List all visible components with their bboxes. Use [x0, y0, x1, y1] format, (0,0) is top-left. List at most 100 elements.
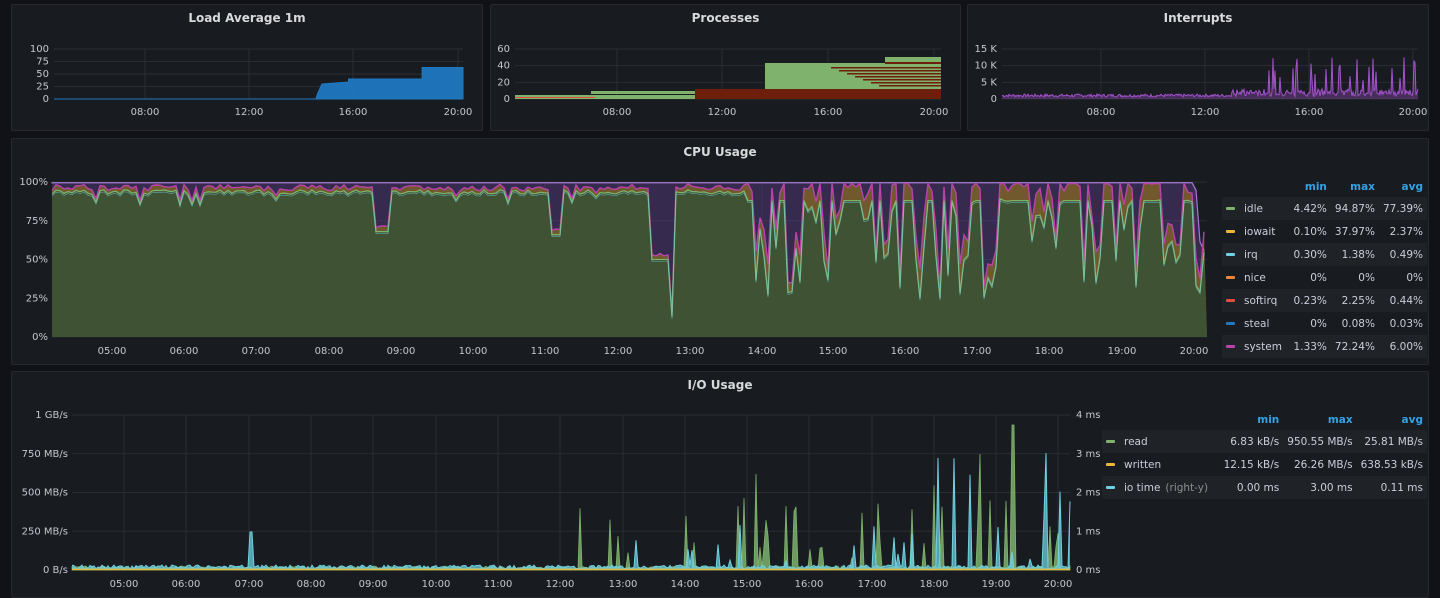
series-color-swatch[interactable] — [1106, 440, 1115, 443]
legend-avg-value: 0.44% — [1378, 289, 1427, 312]
series-color-swatch[interactable] — [1106, 463, 1115, 466]
interrupts-chart[interactable]: 15 K 10 K 5 K 0 08:00 12:00 16:00 20:00 — [968, 5, 1429, 131]
cpu-usage-chart[interactable]: 100% 75% 50% 25% 0% 05:00 06:00 07:00 08:00 09:00… — [12, 139, 1217, 365]
x-tick-label: 20:00 — [920, 107, 949, 118]
series-color-swatch[interactable] — [1226, 276, 1235, 279]
io-usage-panel: I/O Usage 1 GB/s 750 MB/s 500 MB/s 250 MB/s… — [11, 371, 1429, 598]
series-color-swatch[interactable] — [1226, 230, 1235, 233]
legend-row-read[interactable]: read 6.83 kB/s 950.55 MB/s 25.81 MB/s — [1102, 430, 1427, 453]
legend-max-value: 26.26 MB/s — [1293, 458, 1353, 471]
y-tick-label: 60 — [497, 44, 510, 55]
x-tick-label: 16:00 — [1295, 107, 1324, 118]
panel-title[interactable]: Load Average 1m — [188, 11, 306, 25]
series-name[interactable]: io time — [1124, 481, 1161, 494]
legend-header-min[interactable]: min — [1304, 181, 1327, 193]
y-tick-label: 75 — [36, 57, 49, 68]
series-name[interactable]: idle — [1244, 202, 1263, 215]
legend-row-written[interactable]: written 12.15 kB/s 26.26 MB/s 638.53 kB/s — [1102, 453, 1427, 476]
legend-row-nice[interactable]: nice 0% 0% 0% — [1222, 266, 1427, 289]
legend-row-steal[interactable]: steal 0% 0.08% 0.03% — [1222, 312, 1427, 335]
series-name[interactable]: nice — [1244, 271, 1266, 284]
legend-row-idle[interactable]: idle 4.42% 94.87% 77.39% — [1222, 197, 1427, 220]
legend-avg-value: 0% — [1406, 271, 1423, 284]
legend-min-value: 0.10% — [1293, 225, 1327, 238]
legend-max-value: 0% — [1358, 271, 1375, 284]
y-tick-label-left: 1 GB/s — [35, 410, 68, 421]
x-tick-label: 09:00 — [387, 346, 416, 357]
x-tick-label: 14:00 — [748, 346, 777, 357]
series-name[interactable]: read — [1124, 435, 1148, 448]
y-tick-label: 5 K — [981, 77, 998, 88]
x-tick-label: 18:00 — [1035, 346, 1064, 357]
legend-header-avg[interactable]: avg — [1401, 414, 1423, 426]
y-tick-label: 50% — [26, 255, 48, 266]
x-tick-label: 10:00 — [459, 346, 488, 357]
legend-min-value: 0.23% — [1289, 289, 1331, 312]
y-tick-label-right: 1 ms — [1076, 526, 1101, 537]
legend-avg-value: 0.11 ms — [1356, 476, 1427, 499]
series-name[interactable]: irq — [1244, 248, 1258, 261]
series-name[interactable]: system — [1244, 340, 1282, 353]
legend-avg-value: 2.37% — [1389, 225, 1423, 238]
legend-avg-value: 638.53 kB/s — [1360, 458, 1423, 471]
legend-max-value: 72.24% — [1330, 335, 1379, 358]
x-tick-label: 09:00 — [359, 579, 388, 590]
legend-row-system[interactable]: system 1.33% 72.24% 6.00% — [1222, 335, 1427, 358]
y-tick-label: 100 — [30, 44, 49, 55]
legend-row-softirq[interactable]: softirq 0.23% 2.25% 0.44% — [1222, 289, 1427, 312]
x-tick-label: 12:00 — [708, 107, 737, 118]
legend-header-avg[interactable]: avg — [1401, 181, 1423, 193]
series-color-swatch[interactable] — [1106, 486, 1115, 489]
y-tick-label: 0% — [32, 332, 48, 343]
series-name[interactable]: steal — [1244, 317, 1270, 330]
process-series-line — [871, 82, 941, 84]
process-series-area — [695, 89, 765, 99]
legend-min-value: 0.30% — [1289, 243, 1331, 266]
x-tick-label: 17:00 — [963, 346, 992, 357]
series-color-swatch[interactable] — [1226, 253, 1235, 256]
panel-title[interactable]: I/O Usage — [687, 378, 753, 392]
series-name[interactable]: written — [1124, 458, 1162, 471]
x-tick-label: 08:00 — [315, 346, 344, 357]
process-series-line — [863, 79, 941, 81]
series-name[interactable]: softirq — [1244, 294, 1278, 307]
y-tick-label: 50 — [36, 69, 49, 80]
x-tick-label: 19:00 — [1108, 346, 1137, 357]
x-tick-label: 06:00 — [170, 346, 199, 357]
panel-title[interactable]: CPU Usage — [683, 145, 757, 159]
x-tick-label: 15:00 — [733, 579, 762, 590]
x-tick-label: 15:00 — [819, 346, 848, 357]
panel-title[interactable]: Processes — [691, 11, 760, 25]
series-color-swatch[interactable] — [1226, 299, 1235, 302]
series-color-swatch[interactable] — [1226, 345, 1235, 348]
legend-row-irq[interactable]: irq 0.30% 1.38% 0.49% — [1222, 243, 1427, 266]
series-color-swatch[interactable] — [1226, 322, 1235, 325]
legend-avg-value: 77.39% — [1378, 197, 1427, 220]
cpu-irq-line — [51, 191, 1205, 319]
legend-row-iowait[interactable]: iowait 0.10% 37.97% 2.37% — [1222, 220, 1427, 243]
x-tick-label: 11:00 — [484, 579, 513, 590]
io-usage-chart[interactable]: 1 GB/s 750 MB/s 500 MB/s 250 MB/s 0 B/s 4 ms 3… — [12, 372, 1107, 598]
legend-max-value: 0.08% — [1341, 317, 1375, 330]
legend-min-value: 1.33% — [1289, 335, 1331, 358]
legend-header-max[interactable]: max — [1327, 414, 1353, 426]
processes-chart[interactable]: 60 40 20 0 08:00 12:00 16:00 20:00 — [491, 5, 961, 131]
y-tick-label: 0 — [991, 94, 997, 105]
panel-title[interactable]: Interrupts — [1163, 11, 1233, 25]
x-tick-label: 05:00 — [98, 346, 127, 357]
legend-header-max[interactable]: max — [1350, 181, 1375, 193]
y-tick-label: 40 — [497, 61, 510, 72]
x-tick-label: 08:00 — [297, 579, 326, 590]
legend-avg-value: 0.03% — [1389, 317, 1423, 330]
legend-header-min[interactable]: min — [1257, 414, 1280, 426]
y-tick-label-right: 4 ms — [1076, 410, 1101, 421]
series-color-swatch[interactable] — [1226, 207, 1235, 210]
y-tick-label-left: 0 B/s — [43, 565, 68, 576]
legend-row-io-time[interactable]: io time (right-y) 0.00 ms 3.00 ms 0.11 ms — [1102, 476, 1427, 499]
legend-avg-value: 6.00% — [1378, 335, 1427, 358]
series-name[interactable]: iowait — [1244, 225, 1276, 238]
process-series-line — [847, 73, 941, 75]
legend-avg-value: 25.81 MB/s — [1356, 430, 1427, 453]
process-series-line — [879, 85, 941, 87]
